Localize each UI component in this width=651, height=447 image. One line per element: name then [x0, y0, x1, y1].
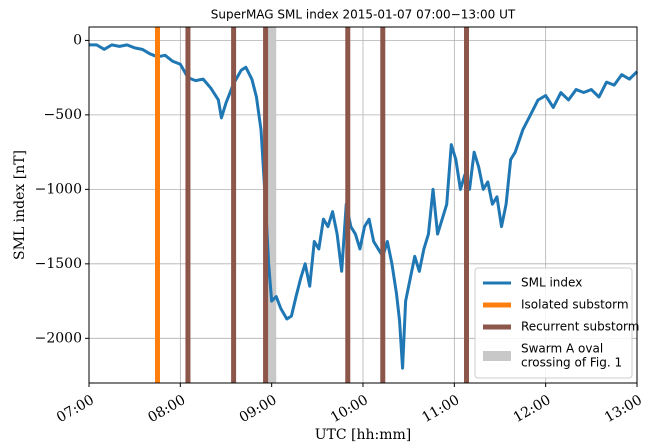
legend-swatch — [483, 351, 511, 361]
y-tick-label: −500 — [44, 107, 82, 123]
y-tick-label: −1000 — [35, 181, 82, 197]
legend-label: Recurrent substorm — [521, 320, 639, 334]
legend-label: crossing of Fig. 1 — [521, 356, 622, 370]
y-tick-label: −2000 — [35, 330, 82, 346]
y-tick-label: 0 — [73, 32, 82, 48]
legend-label: SML index — [521, 276, 582, 290]
legend-label: Isolated substorm — [521, 298, 629, 312]
x-tick-label: 13:00 — [602, 392, 645, 426]
x-tick-label: 08:00 — [145, 392, 188, 426]
x-tick-label: 11:00 — [419, 392, 462, 426]
x-tick-label: 09:00 — [237, 392, 280, 426]
x-tick-label: 12:00 — [511, 392, 554, 426]
chart-title: SuperMAG SML index 2015-01-07 07:00−13:0… — [211, 8, 516, 22]
legend-box — [474, 267, 633, 379]
line-series — [89, 43, 639, 370]
x-tick-label: 10:00 — [328, 392, 371, 426]
x-tick-label: 07:00 — [54, 392, 97, 426]
y-tick-label: −1500 — [35, 256, 82, 272]
y-axis-label: SML index [nT] — [12, 150, 28, 260]
legend-label: Swarm A oval — [521, 342, 603, 356]
x-axis-label: UTC [hh:mm] — [315, 427, 412, 443]
plot-frame — [88, 26, 638, 384]
